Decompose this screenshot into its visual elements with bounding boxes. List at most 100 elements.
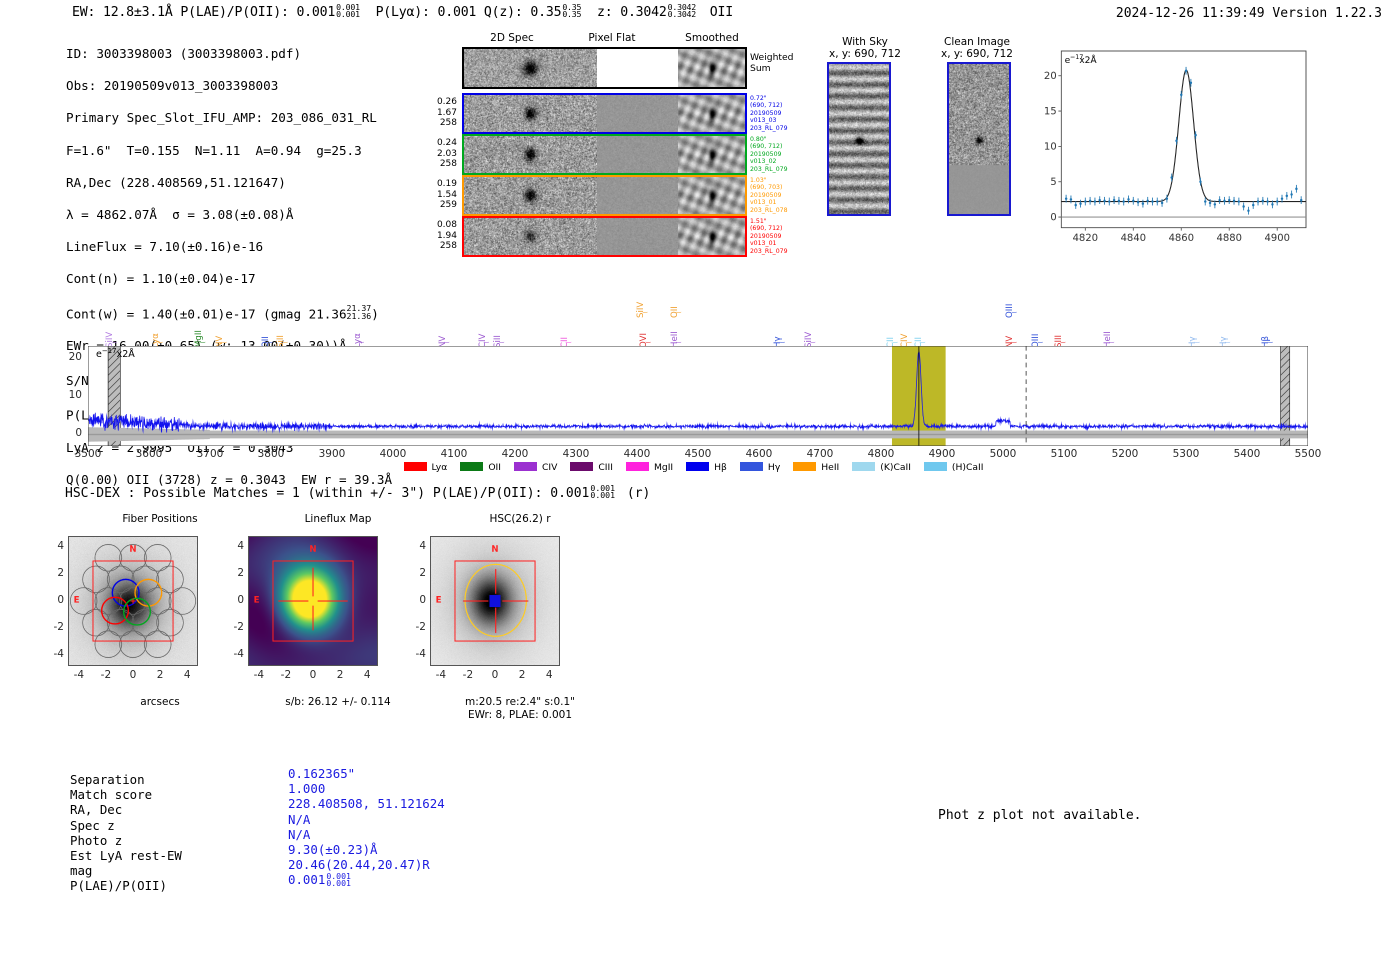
cutout-0-ytick-0: 0 — [57, 594, 64, 606]
spectrum-xtick-4500: 4500 — [684, 448, 712, 460]
exposure-row-2-stat-1: 1.54 — [436, 189, 457, 200]
emission-bracket-20: ⌣ — [1011, 338, 1018, 348]
table-row-value-5: 9.30(±0.23)Å — [288, 842, 378, 858]
exposure-row-1-stats: 0.24 2.03 258 — [424, 138, 457, 170]
cutout-0-xtick--2: -2 — [100, 669, 112, 681]
lineflux-map-xlabel: s/b: 26.12 +/- 0.114 — [285, 696, 391, 708]
exposure-row-2-smoothed — [678, 177, 745, 214]
legend-swatch-1 — [460, 462, 484, 471]
emission-bracket-2: ⌣ — [199, 338, 206, 348]
legend-swatch-7 — [793, 462, 817, 471]
emission-bracket-0: ⌣ — [111, 338, 118, 348]
exposure-row-0-pixelflat — [597, 95, 678, 132]
exposure-row-0-stats: 0.26 1.67 258 — [424, 97, 457, 129]
exposure-row-0-meta-0: 0.72" — [750, 95, 767, 102]
cutout-0-xtick-0: 0 — [129, 669, 137, 681]
spectrum-xtick-5500: 5500 — [1294, 448, 1322, 460]
legend-label-1: OII — [488, 462, 501, 473]
exposure-row-0-2dspec — [464, 95, 597, 132]
with-sky-panel: With Sky x, y: 690, 712 — [820, 36, 910, 60]
exposure-row-1-2dspec — [464, 136, 597, 173]
cutout-panel-0 — [68, 536, 198, 666]
table-last-frac-lo: 0.001 — [326, 877, 351, 888]
full-spectrum-yticks: 0 10 20 — [0, 338, 90, 448]
spectrum-xtick-4600: 4600 — [745, 448, 773, 460]
exposure-row-3-pixelflat — [597, 218, 678, 255]
emission-bracket-3: ⌣ — [221, 338, 228, 348]
exposure-row-0-panel — [462, 93, 747, 134]
exposure-row-2-meta-3: v013_01 — [750, 199, 777, 207]
spectrum-xtick-3600: 3600 — [135, 448, 163, 460]
emission-bracket-18: ⌣ — [906, 338, 913, 348]
exposure-row-3-2dspec — [464, 218, 597, 255]
emission-bracket-26: ⌣ — [1224, 338, 1231, 348]
legend-label-9: (H)CaII — [951, 462, 984, 473]
legend-label-5: Hβ — [714, 462, 727, 473]
cutout-2-xtick-0: 0 — [491, 669, 499, 681]
emission-bracket-22: ⌣ — [1037, 338, 1044, 348]
table-row-key-2: RA, Dec — [70, 802, 123, 818]
spectrum-xtick-4100: 4100 — [440, 448, 468, 460]
cutout-0-xtick-4: 4 — [183, 669, 191, 681]
exposure-row-2-meta: 1.03" (690, 703) 20190509 v013_01 203_RL_078 — [750, 177, 788, 214]
exposure-row-1-pixelflat — [597, 136, 678, 173]
spec2d-col-title-pixelflat: Pixel Flat — [588, 32, 636, 44]
fiber-positions-xlabel: arcsecs — [140, 696, 180, 708]
exposure-row-1-meta-3: v013_02 — [750, 158, 777, 166]
legend-item-Ly: Lyα — [403, 462, 447, 473]
spectrum-xtick-5000: 5000 — [989, 448, 1017, 460]
weighted-sum-pixelflat-image — [597, 49, 678, 87]
exposure-row-3-stats: 0.08 1.94 258 — [424, 220, 457, 252]
cutout-2-ytick-2: 2 — [419, 566, 426, 579]
cutout-0-ytick--2: -2 — [53, 621, 64, 634]
cutout-1-xtick-4: 4 — [363, 669, 371, 681]
exposure-row-0-meta-1: (690, 712) — [750, 102, 783, 110]
header-summary-c: z: 0.3042 — [596, 4, 667, 20]
legend-label-2: CIV — [541, 462, 558, 473]
table-row-value-2: 228.408508, 51.121624 — [288, 796, 445, 812]
exposure-row-0-meta-4: 203_RL_079 — [750, 124, 788, 132]
exposure-row-2-meta-0: 1.03" — [750, 177, 767, 184]
info-lambda: λ = 4862.07Å σ = 3.08(±0.08)Å — [66, 207, 294, 223]
line-profile-chart — [1038, 47, 1310, 247]
exposure-row-1-smoothed — [678, 136, 745, 173]
emission-bracket-21: ⌣ — [1011, 308, 1018, 318]
cutout-0-xtick--4: -4 — [73, 669, 85, 681]
exposure-row-0-stat-0: 0.26 — [436, 97, 457, 107]
emission-bracket-4: ⌣ — [267, 338, 273, 348]
full-spectrum-xticks: 3500 3600 3700 3800 3900 4000 4100 4200 4300 4400… — [0, 446, 1400, 466]
exposure-row-2-stat-0: 0.19 — [436, 179, 457, 189]
exposure-row-2-pixelflat — [597, 177, 678, 214]
cutout-panel-2 — [430, 536, 560, 666]
emission-bracket-7: ⌣ — [443, 338, 450, 348]
info-q: Q(0.00) OII (3728) z = 0.3043 EW r = 39.… — [66, 472, 393, 488]
exposure-row-2-2dspec — [464, 177, 597, 214]
table-row-key-3: Spec z — [70, 817, 115, 833]
legend-swatch-0 — [403, 462, 427, 471]
legend-item-H: Hβ — [686, 462, 727, 473]
info-radec: RA,Dec (228.408569,51.121647) — [66, 174, 286, 190]
cutout-2-xtick-2: 2 — [518, 669, 526, 681]
clean-image-panel: Clean Image x, y: 690, 712 — [922, 36, 1032, 60]
exposure-row-3-meta-0: 1.51" — [750, 218, 767, 225]
cutout-2-xtick-4: 4 — [545, 669, 553, 681]
table-row-key-1: Match score — [70, 787, 153, 803]
legend-item-OII: OII — [460, 462, 501, 473]
spectrum-xtick-5400: 5400 — [1233, 448, 1261, 460]
line-profile-canvas — [1038, 47, 1310, 247]
spectrum-ytick-10: 10 — [68, 389, 82, 401]
legend-item-KCaII: (K)CaII — [852, 462, 911, 473]
legend-swatch-5 — [686, 462, 710, 471]
legend-label-6: Hγ — [767, 462, 781, 473]
spectrum-ytick-0: 0 — [75, 427, 82, 440]
table-last-frac-up: 0.001 — [326, 870, 351, 881]
spectrum-xtick-4400: 4400 — [623, 448, 651, 460]
weighted-sum-2dspec-image — [464, 49, 597, 87]
cutout-1-xtick--4: -4 — [253, 669, 265, 681]
emission-bracket-5: ⌣ — [282, 338, 289, 348]
cutout-2-xtick--2: -2 — [462, 669, 474, 681]
info-cont-w: Cont(w) = 1.40(±0.01)e-17 (gmag 21.36 21.… — [66, 302, 379, 322]
exposure-row-3-meta-3: v013_01 — [750, 240, 777, 248]
cutout-0-ytick-4: 4 — [57, 539, 64, 552]
table-row-value-4: N/A — [288, 826, 311, 842]
